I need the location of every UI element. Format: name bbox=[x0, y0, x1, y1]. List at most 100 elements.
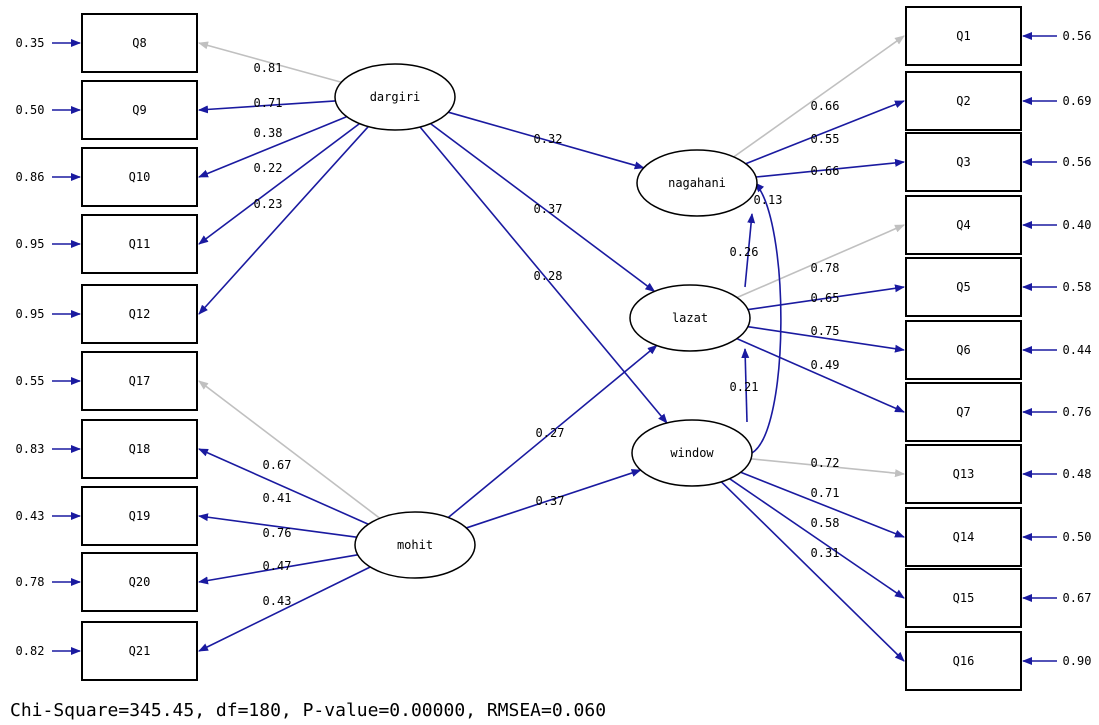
loading-value-Q2: 0.66 bbox=[811, 99, 840, 113]
latent-label-lazat: lazat bbox=[672, 311, 708, 325]
error-variance-Q3: 0.56 bbox=[1063, 155, 1092, 169]
error-variance-Q10: 0.86 bbox=[16, 170, 45, 184]
loading-arrow-Q14 bbox=[740, 471, 905, 538]
error-variance-Q6: 0.44 bbox=[1063, 343, 1092, 357]
loading-arrow-Q5 bbox=[747, 284, 905, 311]
indicator-label-Q3: Q3 bbox=[956, 155, 970, 169]
latent-label-window: window bbox=[670, 446, 714, 460]
latent-mohit bbox=[354, 511, 476, 579]
indicator-box-Q21 bbox=[81, 621, 198, 681]
indicator-box-Q13 bbox=[905, 444, 1022, 504]
error-variance-Q7: 0.76 bbox=[1063, 405, 1092, 419]
loading-value-Q8: 0.81 bbox=[254, 61, 283, 75]
indicator-box-Q5 bbox=[905, 257, 1022, 317]
loading-value-Q3-alt: 0.66 bbox=[811, 164, 840, 178]
indicator-label-Q5: Q5 bbox=[956, 280, 970, 294]
error-variance-Q2: 0.69 bbox=[1063, 94, 1092, 108]
indicator-box-Q18 bbox=[81, 419, 198, 479]
indicator-box-Q9 bbox=[81, 80, 198, 140]
loading-arrow-Q1 bbox=[733, 35, 905, 158]
indicator-box-Q8 bbox=[81, 13, 198, 73]
path-dargiri-lazat bbox=[430, 122, 656, 293]
latent-lazat bbox=[629, 284, 751, 352]
error-variance-Q1: 0.56 bbox=[1063, 29, 1092, 43]
loading-value-Q12: 0.23 bbox=[254, 197, 283, 211]
loading-arrow-Q10 bbox=[198, 115, 348, 178]
loading-value-Q16: 0.31 bbox=[811, 546, 840, 560]
path-coef-dargiri-lazat: 0.37 bbox=[534, 202, 563, 216]
error-variance-Q11: 0.95 bbox=[16, 237, 45, 251]
loading-arrow-Q11 bbox=[198, 122, 360, 245]
indicator-box-Q17 bbox=[81, 351, 198, 411]
loading-arrow-Q17 bbox=[198, 380, 381, 519]
loading-value-Q6: 0.65 bbox=[811, 291, 840, 305]
loading-value-Q15: 0.58 bbox=[811, 516, 840, 530]
path-window-nagahani bbox=[751, 182, 782, 454]
path-lazat-nagahani bbox=[744, 213, 756, 288]
indicator-label-Q13: Q13 bbox=[953, 467, 975, 481]
loading-value-Q3: 0.55 bbox=[811, 132, 840, 146]
error-variance-Q4: 0.40 bbox=[1063, 218, 1092, 232]
loading-arrow-Q19 bbox=[198, 513, 357, 538]
loading-value-Q14: 0.71 bbox=[811, 486, 840, 500]
indicator-box-Q1 bbox=[905, 6, 1022, 66]
loading-arrow-Q16 bbox=[720, 481, 905, 662]
loading-value-Q20: 0.47 bbox=[263, 559, 292, 573]
indicator-label-Q7: Q7 bbox=[956, 405, 970, 419]
error-variance-Q15: 0.67 bbox=[1063, 591, 1092, 605]
latent-nagahani bbox=[636, 149, 758, 217]
indicator-label-Q12: Q12 bbox=[129, 307, 151, 321]
indicator-box-Q16 bbox=[905, 631, 1022, 691]
loading-value-Q7-alt: 0.49 bbox=[811, 358, 840, 372]
indicator-label-Q17: Q17 bbox=[129, 374, 151, 388]
indicator-label-Q14: Q14 bbox=[953, 530, 975, 544]
indicator-label-Q19: Q19 bbox=[129, 509, 151, 523]
error-variance-Q21: 0.82 bbox=[16, 644, 45, 658]
indicator-box-Q10 bbox=[81, 147, 198, 207]
indicator-box-Q15 bbox=[905, 568, 1022, 628]
indicator-label-Q21: Q21 bbox=[129, 644, 151, 658]
loading-arrow-Q2 bbox=[745, 100, 905, 165]
loading-value-Q11: 0.22 bbox=[254, 161, 283, 175]
indicator-box-Q4 bbox=[905, 195, 1022, 255]
latent-label-dargiri: dargiri bbox=[370, 90, 421, 104]
latent-window bbox=[631, 419, 753, 487]
indicator-box-Q12 bbox=[81, 284, 198, 344]
loading-value-Q5: 0.78 bbox=[811, 261, 840, 275]
path-coef-mohit-lazat: 0.27 bbox=[536, 426, 565, 440]
latent-label-nagahani: nagahani bbox=[668, 176, 726, 190]
loading-value-Q21: 0.43 bbox=[263, 594, 292, 608]
path-coef-dargiri-nagahani: 0.32 bbox=[534, 132, 563, 146]
loading-value-Q17: 0.67 bbox=[263, 458, 292, 472]
path-coef-mohit-window: 0.37 bbox=[536, 494, 565, 508]
indicator-box-Q7 bbox=[905, 382, 1022, 442]
error-variance-Q9: 0.50 bbox=[16, 103, 45, 117]
indicator-box-Q19 bbox=[81, 486, 198, 546]
path-window-lazat bbox=[741, 348, 750, 423]
indicator-label-Q4: Q4 bbox=[956, 218, 970, 232]
error-variance-Q13: 0.48 bbox=[1063, 467, 1092, 481]
indicator-label-Q11: Q11 bbox=[129, 237, 151, 251]
error-variance-Q8: 0.35 bbox=[16, 36, 45, 50]
loading-arrow-Q6 bbox=[747, 325, 905, 353]
loading-arrow-Q8 bbox=[198, 41, 342, 83]
indicator-label-Q16: Q16 bbox=[953, 654, 975, 668]
loading-value-Q19: 0.76 bbox=[263, 526, 292, 540]
indicator-label-Q8: Q8 bbox=[132, 36, 146, 50]
loading-arrow-Q18 bbox=[198, 448, 369, 525]
loading-value-Q7: 0.75 bbox=[811, 324, 840, 338]
indicator-box-Q14 bbox=[905, 507, 1022, 567]
indicator-label-Q6: Q6 bbox=[956, 343, 970, 357]
loading-arrow-Q12 bbox=[198, 126, 369, 315]
error-variance-Q16: 0.90 bbox=[1063, 654, 1092, 668]
latent-dargiri bbox=[334, 63, 456, 131]
loading-value-Q9: 0.71 bbox=[254, 96, 283, 110]
indicator-box-Q6 bbox=[905, 320, 1022, 380]
loading-arrow-Q20 bbox=[198, 554, 358, 585]
indicator-box-Q20 bbox=[81, 552, 198, 612]
loading-value-Q18: 0.41 bbox=[263, 491, 292, 505]
path-dargiri-nagahani bbox=[448, 111, 645, 170]
loading-arrow-Q7 bbox=[736, 337, 905, 413]
